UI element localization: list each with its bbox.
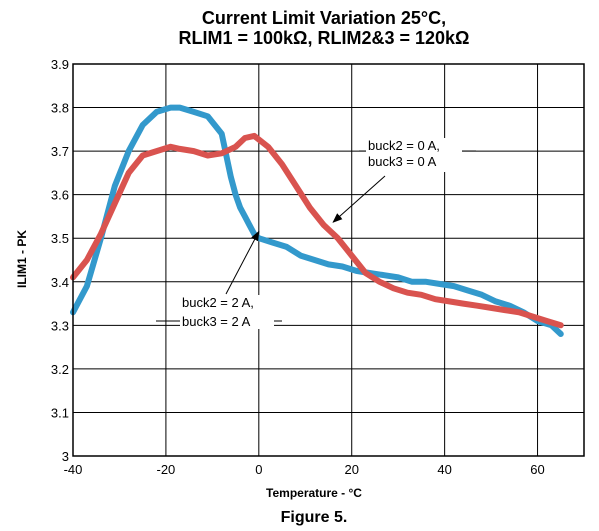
y-tick-label: 3 — [62, 449, 69, 464]
y-tick-label: 3.3 — [51, 318, 69, 333]
y-tick-label: 3.5 — [51, 231, 69, 246]
y-axis-title: ILIM1 - PK — [15, 230, 29, 288]
annotation-label-1-line2: buck3 = 0 A — [368, 154, 437, 169]
annotation-label-1-line1: buck2 = 0 A, — [368, 138, 440, 153]
annotations: buck2 = 0 A,buck3 = 0 A buck2 = 2 A, buck3… — [156, 138, 476, 329]
annotation-box-1 — [366, 138, 462, 172]
x-tick-label: 40 — [437, 462, 451, 477]
annotation-label-2-line1: buck2 = 2 A, — [182, 295, 254, 310]
series-line-2 — [70, 132, 564, 329]
chart-title-line2: RLIM1 = 100kΩ, RLIM2&3 = 120kΩ — [179, 28, 470, 48]
series-line-1 — [70, 104, 564, 337]
annotation-arrow-2 — [225, 230, 260, 295]
x-axis-title: Temperature - °C — [266, 486, 362, 500]
y-tick-label: 3.6 — [51, 188, 69, 203]
grid — [72, 63, 584, 457]
chart-title-line1: Current Limit Variation 25°C, — [202, 8, 446, 28]
figure-caption: Figure 5. — [281, 509, 348, 526]
x-tick-label: -20 — [157, 462, 176, 477]
annotation-box-2 — [180, 295, 274, 329]
plot-area-frame — [72, 63, 585, 457]
annotation-arrow-1 — [332, 175, 386, 223]
annotation-label-2-line2: buck3 = 2 A — [182, 314, 251, 329]
y-tick-label: 3.9 — [51, 57, 69, 72]
y-tick-label: 3.1 — [51, 405, 69, 420]
x-tick-label: -40 — [64, 462, 83, 477]
y-tick-label: 3.2 — [51, 362, 69, 377]
tick-labels: -40 -20 0 20 40 60 3 3.1 3.2 3.3 3.4 3.5 3.6 3.7 3.8 3.… — [51, 57, 545, 477]
x-tick-label: 60 — [530, 462, 544, 477]
y-tick-label: 3.7 — [51, 144, 69, 159]
y-tick-label: 3.8 — [51, 101, 69, 116]
x-tick-label: 0 — [255, 462, 262, 477]
series-layer — [70, 104, 564, 337]
x-tick-label: 20 — [344, 462, 358, 477]
y-tick-label: 3.4 — [51, 275, 69, 290]
